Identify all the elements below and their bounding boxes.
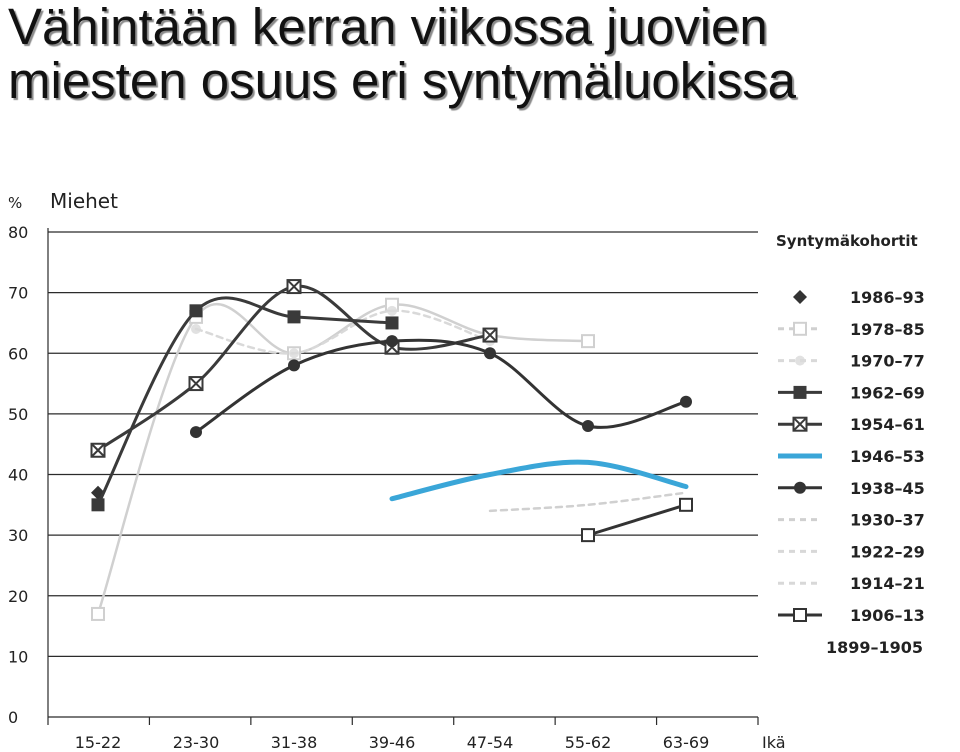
y-tick-label: 10 — [8, 647, 28, 666]
data-point — [679, 497, 693, 512]
chart-title-line-1: Vähintään kerran viikossa juovien — [8, 0, 768, 55]
x-tick-label: 39-46 — [369, 733, 416, 752]
y-axis-label: % — [8, 194, 22, 212]
x-tick-label: 23-30 — [173, 733, 220, 752]
data-point — [189, 304, 203, 318]
legend-item: 1938–45 — [778, 479, 925, 498]
legend-label: 1986–93 — [850, 288, 925, 307]
legend-label: 1970–77 — [850, 352, 925, 371]
y-tick-label: 20 — [8, 587, 28, 606]
x-tick-label: 63-69 — [663, 733, 710, 752]
legend-marker — [793, 290, 807, 304]
y-tick-label: 70 — [8, 284, 28, 303]
data-point — [91, 606, 105, 621]
y-tick-label: 50 — [8, 405, 28, 424]
legend-item: 1946–53 — [778, 447, 925, 466]
y-tick-label: 0 — [8, 708, 18, 727]
chart-subtitle: Miehet — [50, 189, 118, 213]
data-point — [188, 376, 204, 392]
legend-label: 1946–53 — [850, 447, 925, 466]
legend-item: 1962–69 — [778, 383, 925, 402]
series-1938–45 — [190, 335, 692, 439]
legend-label: 1914–21 — [850, 574, 925, 593]
series-1946–53 — [389, 459, 689, 502]
legend-item: 1899–1905 — [826, 638, 923, 657]
legend: Syntymäkohortit 1986–93 1978–85 1970–77 1962… — [776, 232, 925, 657]
legend-label: 1954–61 — [850, 415, 925, 434]
legend-item: 1922–29 — [778, 542, 925, 561]
series-line — [194, 309, 492, 355]
series-line — [586, 503, 688, 537]
legend-label: 1906–13 — [850, 606, 925, 625]
data-point — [581, 528, 595, 543]
legend-item: 1906–13 — [778, 606, 925, 625]
legend-label: 1899–1905 — [826, 638, 923, 657]
y-tick-label: 80 — [8, 223, 28, 242]
legend-label: 1938–45 — [850, 479, 925, 498]
legend-marker — [792, 416, 808, 432]
legend-item: 1978–85 — [778, 320, 925, 339]
series-line — [389, 459, 689, 502]
legend-marker — [794, 481, 806, 494]
y-tick-label: 60 — [8, 344, 28, 363]
x-tick-label: 31-38 — [271, 733, 318, 752]
chart-title: Vähintään kerran viikossa juovien mieste… — [8, 0, 958, 108]
data-point — [680, 395, 692, 408]
series-1906–13 — [581, 497, 693, 543]
data-point — [387, 305, 397, 316]
data-point — [582, 420, 594, 432]
series-1930–37 — [488, 491, 688, 513]
legend-title: Syntymäkohortit — [776, 232, 918, 250]
data-point — [90, 442, 106, 458]
series-line — [488, 491, 688, 513]
series-1970–77 — [191, 305, 495, 359]
legend-label: 1962–69 — [850, 383, 925, 402]
legend-label: 1930–37 — [850, 511, 925, 530]
series-line — [96, 302, 590, 616]
chart-title-line-2: miesten osuus eri syntymäluokissa — [8, 52, 796, 109]
y-tick-label: 40 — [8, 466, 28, 485]
axes: 0 10 20 30 40 50 60 70 80 15-22 23-30 31-38 39-46 47-… — [8, 189, 786, 752]
x-tick-label: 55-62 — [565, 733, 612, 752]
data-point — [288, 359, 300, 372]
data-point — [190, 426, 202, 439]
y-tick-label: 30 — [8, 526, 28, 545]
series-lines — [90, 279, 693, 621]
data-point — [287, 310, 301, 324]
legend-marker — [793, 321, 807, 336]
legend-item: 1954–61 — [778, 415, 925, 434]
data-point — [191, 324, 201, 334]
data-point — [289, 348, 299, 359]
legend-marker — [793, 385, 807, 399]
data-point — [386, 335, 398, 348]
data-point — [581, 334, 595, 349]
legend-item: 1914–21 — [778, 574, 925, 593]
data-point — [482, 327, 498, 343]
legend-label: 1922–29 — [850, 542, 925, 561]
legend-item: 1970–77 — [778, 352, 925, 371]
data-point — [286, 279, 302, 295]
data-point — [91, 498, 105, 512]
legend-marker — [793, 608, 807, 622]
x-tick-label: 15-22 — [75, 733, 122, 752]
legend-item: 1930–37 — [778, 511, 925, 530]
legend-marker — [795, 355, 805, 366]
grid-lines — [48, 231, 758, 657]
legend-item: 1986–93 — [793, 288, 925, 307]
legend-label: 1978–85 — [850, 320, 925, 339]
x-tick-label: 47-54 — [467, 733, 514, 752]
data-point — [385, 316, 399, 330]
data-point — [484, 347, 496, 360]
x-axis-label: Ikä — [762, 733, 786, 752]
series-line — [194, 338, 688, 434]
